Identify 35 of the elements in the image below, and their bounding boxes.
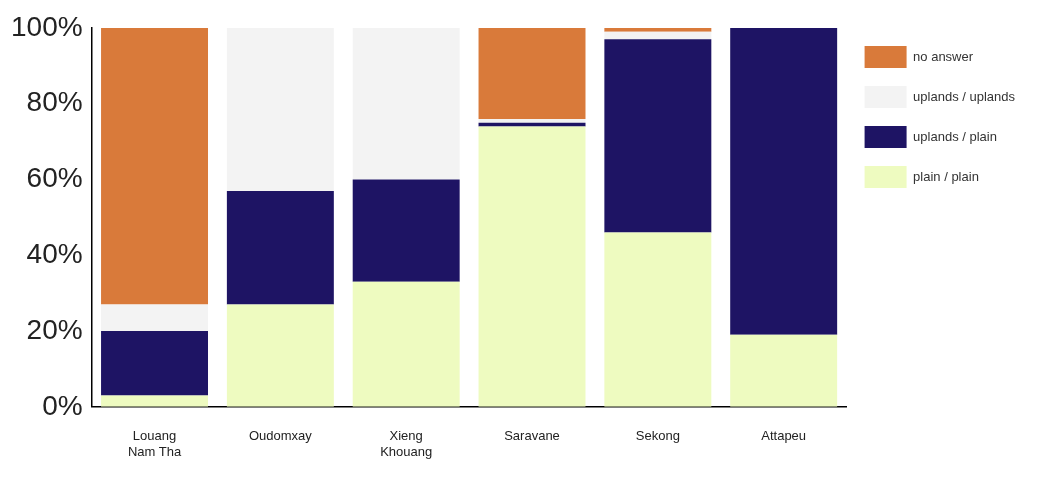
bar	[730, 28, 838, 335]
bar	[730, 334, 838, 407]
y-tick-label: 40%	[26, 238, 83, 269]
bar	[604, 232, 712, 407]
bar	[101, 331, 209, 396]
bar	[226, 28, 334, 191]
bar	[352, 28, 460, 180]
bar	[478, 126, 586, 407]
bar	[604, 28, 712, 32]
bar	[478, 118, 586, 123]
legend-label: uplands / uplands	[913, 88, 1016, 104]
legend-label: no answer	[913, 48, 974, 64]
bar	[101, 304, 209, 332]
bar	[604, 39, 712, 233]
bar	[352, 179, 460, 282]
y-tick-label: 80%	[26, 86, 83, 118]
bar	[352, 281, 460, 407]
bar	[226, 190, 334, 305]
bar	[478, 28, 586, 119]
bar	[101, 395, 209, 407]
x-tick-label: Sekong	[635, 428, 680, 444]
legend-label: plain / plain	[913, 168, 979, 184]
bar	[604, 31, 712, 40]
x-tick-label: Oudomxay	[248, 428, 313, 444]
x-tick-label: Saravane	[504, 428, 560, 444]
x-tick-label: Attapeu	[761, 428, 807, 444]
x-tick-label: Xieng Khouang	[380, 428, 433, 459]
y-tick-label: 60%	[26, 162, 83, 194]
y-tick-label: 100%	[10, 10, 83, 42]
bar	[101, 28, 209, 305]
y-tick-label: 20%	[26, 313, 83, 345]
legend-label: uplands / plain	[913, 128, 997, 144]
x-tick-label: Louang Nam Tha	[127, 428, 182, 459]
bar	[226, 304, 334, 407]
y-tick-label: 0%	[42, 389, 83, 421]
